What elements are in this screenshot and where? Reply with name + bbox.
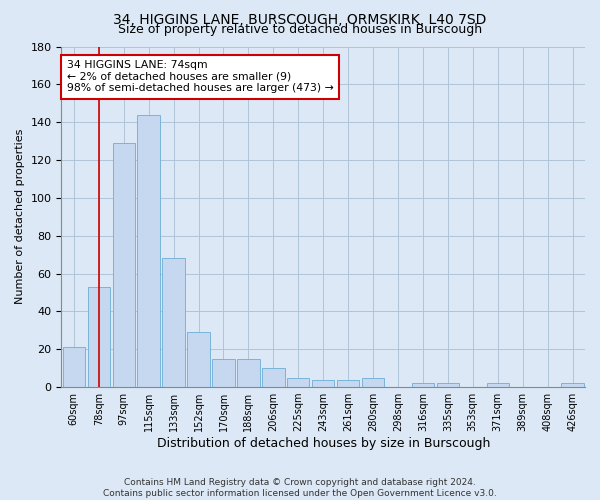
Bar	[562, 384, 584, 387]
Text: 34 HIGGINS LANE: 74sqm
← 2% of detached houses are smaller (9)
98% of semi-detac: 34 HIGGINS LANE: 74sqm ← 2% of detached …	[67, 60, 334, 94]
Text: 34, HIGGINS LANE, BURSCOUGH, ORMSKIRK, L40 7SD: 34, HIGGINS LANE, BURSCOUGH, ORMSKIRK, L…	[113, 12, 487, 26]
Bar	[412, 384, 434, 387]
Text: Size of property relative to detached houses in Burscough: Size of property relative to detached ho…	[118, 22, 482, 36]
Bar	[287, 378, 310, 387]
X-axis label: Distribution of detached houses by size in Burscough: Distribution of detached houses by size …	[157, 437, 490, 450]
Bar	[487, 384, 509, 387]
Bar	[137, 114, 160, 387]
Bar	[212, 358, 235, 387]
Bar	[312, 380, 334, 387]
Bar	[362, 378, 384, 387]
Bar	[187, 332, 210, 387]
Bar	[262, 368, 284, 387]
Y-axis label: Number of detached properties: Number of detached properties	[15, 129, 25, 304]
Bar	[62, 348, 85, 387]
Bar	[237, 358, 260, 387]
Bar	[88, 287, 110, 387]
Text: Contains HM Land Registry data © Crown copyright and database right 2024.
Contai: Contains HM Land Registry data © Crown c…	[103, 478, 497, 498]
Bar	[163, 258, 185, 387]
Bar	[337, 380, 359, 387]
Bar	[113, 143, 135, 387]
Bar	[437, 384, 459, 387]
